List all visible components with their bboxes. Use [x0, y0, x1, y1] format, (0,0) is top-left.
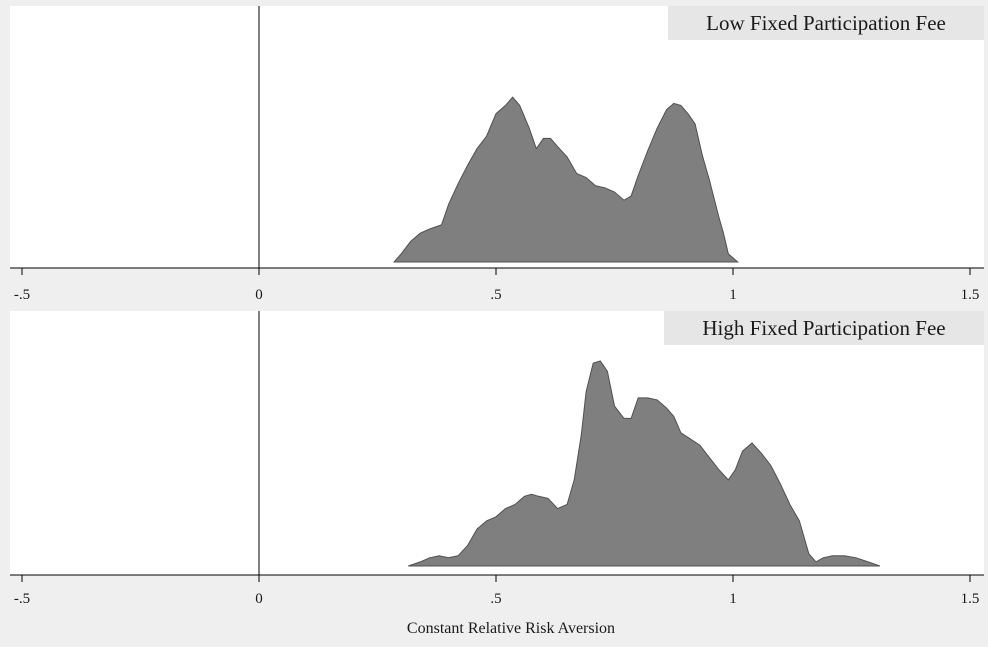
x-tick-label: .5: [490, 287, 501, 303]
panel-title-box: [668, 6, 984, 40]
x-tick-label: 1: [729, 591, 737, 607]
x-tick-label: 0: [255, 287, 263, 303]
x-tick-label: 0: [255, 591, 263, 607]
x-tick-label: -.5: [14, 287, 30, 303]
panel-title: Low Fixed Participation Fee: [706, 11, 946, 35]
x-tick-label: .5: [490, 591, 501, 607]
density-area: [393, 96, 740, 263]
x-tick-label: 1.5: [961, 591, 980, 607]
panel-title: High Fixed Participation Fee: [702, 316, 945, 340]
x-tick-label: 1: [729, 287, 737, 303]
x-tick-label: 1.5: [961, 287, 980, 303]
panel-title-box: [664, 311, 984, 345]
density-area: [408, 360, 881, 567]
x-tick-label: -.5: [14, 591, 30, 607]
x-axis-label: Constant Relative Risk Aversion: [407, 620, 615, 637]
